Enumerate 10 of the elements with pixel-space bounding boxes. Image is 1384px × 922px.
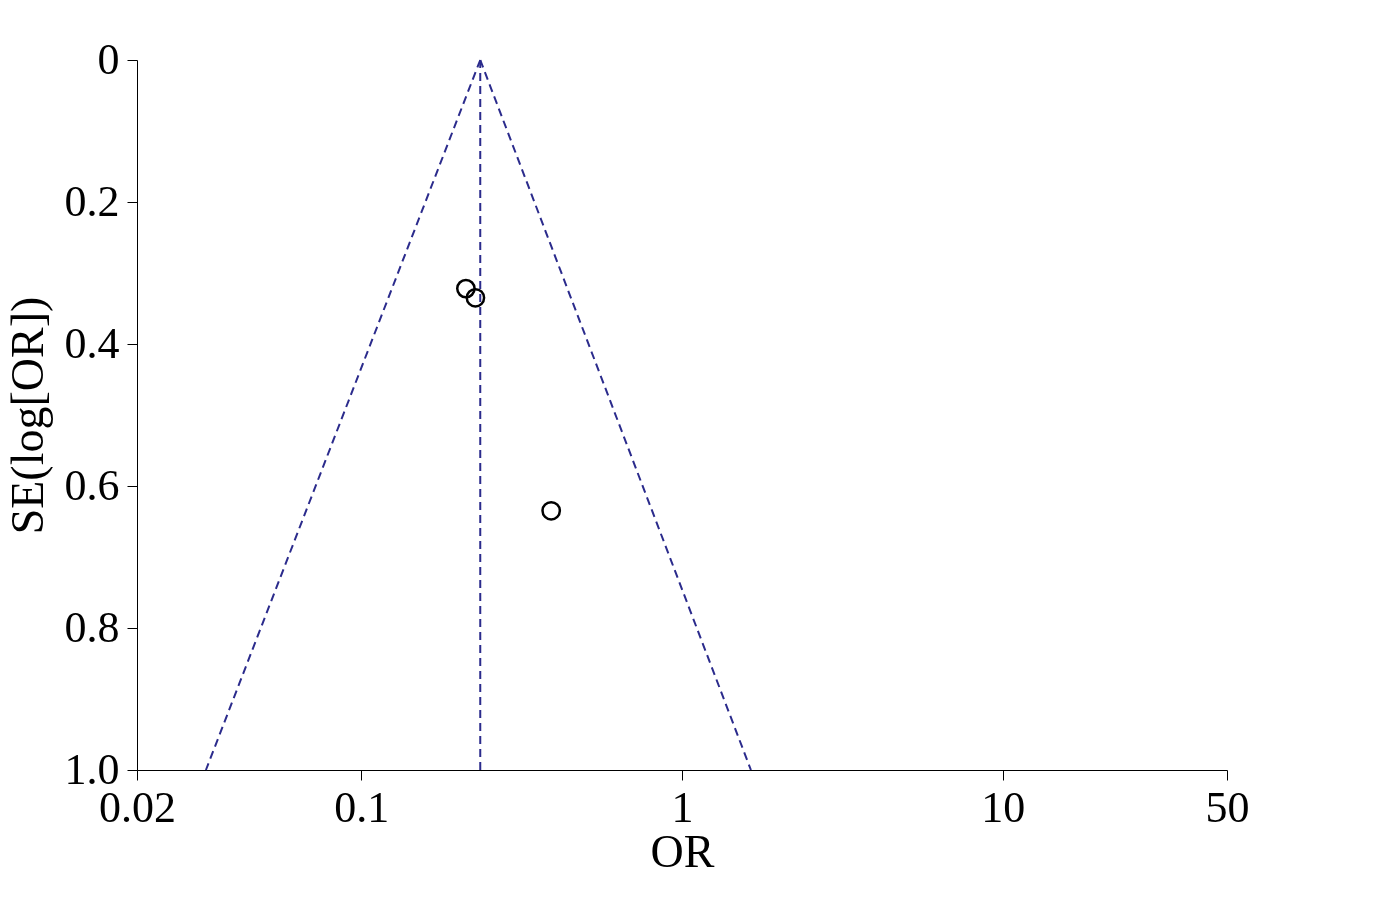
y-tick-label: 0 [97, 34, 120, 84]
y-tick-label: 0.8 [64, 602, 120, 652]
y-tick-label: 0.6 [64, 460, 120, 510]
y-tick-label: 1.0 [64, 744, 120, 794]
x-tick-label: 10 [981, 782, 1026, 832]
x-tick-label: 50 [1205, 782, 1250, 832]
y-tick-label: 0.4 [64, 318, 120, 368]
x-tick-label: 0.1 [334, 782, 390, 832]
y-tick-label: 0.2 [64, 176, 120, 226]
y-axis-title: SE(log[OR]) [1, 296, 53, 535]
